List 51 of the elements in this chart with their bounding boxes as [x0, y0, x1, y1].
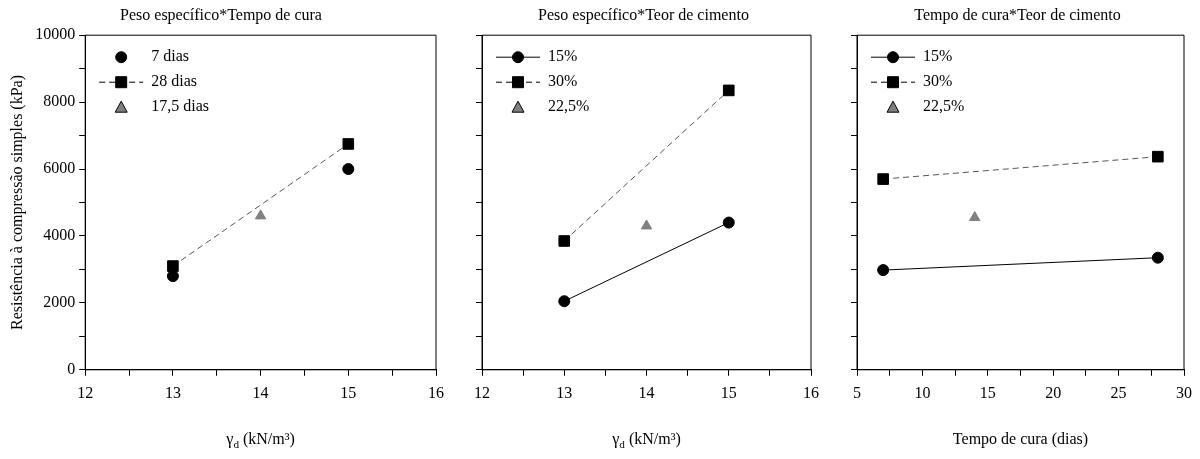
y-axis-title: Resistência à compressão simples (kPa) — [7, 74, 26, 331]
point — [877, 264, 890, 277]
x-tick-label: 15 — [979, 383, 996, 401]
x-tick-label: 16 — [803, 383, 819, 401]
x-tick-label: 30 — [1176, 383, 1192, 401]
y-tick-label: 8000 — [43, 92, 76, 110]
x-tick-label: 14 — [638, 383, 655, 401]
x-tick-label: 12 — [77, 383, 94, 401]
point — [1151, 251, 1164, 264]
x-tick-label: 16 — [428, 383, 444, 401]
x-tick-label: 25 — [1110, 383, 1127, 401]
x-tick-label: 15 — [720, 383, 737, 401]
y-tick-label: 6000 — [43, 159, 76, 177]
legend-label: 28 dias — [151, 72, 197, 90]
legend-label: 22,5% — [548, 97, 590, 115]
x-tick-label: 10 — [914, 383, 931, 401]
chart-title: Peso específico*Teor de cimento — [538, 5, 749, 24]
x-axis-title: Tempo de cura (dias) — [952, 430, 1089, 449]
legend-label: 22,5% — [923, 97, 965, 115]
y-tick-label: 4000 — [43, 226, 76, 244]
point — [254, 209, 267, 220]
legend-label: 30% — [923, 72, 953, 90]
y-tick-label: 10000 — [35, 25, 76, 43]
point — [558, 295, 571, 308]
point — [969, 211, 981, 222]
point — [877, 173, 889, 185]
x-tick-label: 20 — [1045, 383, 1062, 401]
point — [558, 235, 571, 247]
y-tick-label: 2000 — [43, 293, 76, 311]
point — [722, 84, 735, 97]
x-tick-label: 13 — [556, 383, 573, 401]
point — [167, 260, 179, 272]
x-tick-label: 13 — [164, 383, 181, 401]
point — [166, 270, 179, 283]
point — [342, 163, 355, 176]
legend-label: 7 dias — [151, 47, 189, 65]
legend-label: 30% — [548, 72, 578, 90]
chart-title: Tempo de cura*Teor de cimento — [914, 5, 1121, 24]
x-tick-label: 15 — [340, 383, 357, 401]
chart-title: Peso específico*Tempo de cura — [120, 5, 322, 24]
point — [1152, 150, 1164, 163]
legend-label: 15% — [923, 47, 953, 65]
x-tick-label: 5 — [853, 383, 861, 401]
x-tick-label: 14 — [252, 383, 269, 401]
x-tick-label: 12 — [474, 383, 490, 401]
point — [640, 219, 653, 230]
point — [722, 216, 735, 229]
legend-label: 15% — [548, 47, 578, 65]
y-tick-label: 0 — [67, 360, 76, 377]
legend-label: 17,5 dias — [151, 97, 209, 115]
point — [342, 138, 355, 150]
